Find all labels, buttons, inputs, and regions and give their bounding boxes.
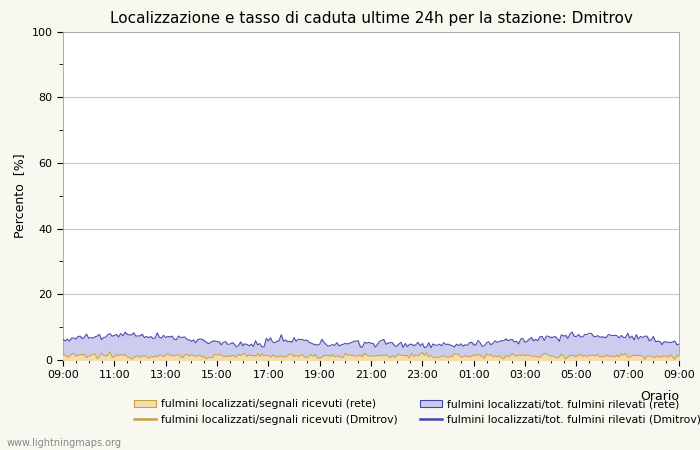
Title: Localizzazione e tasso di caduta ultime 24h per la stazione: Dmitrov: Localizzazione e tasso di caduta ultime …: [110, 11, 632, 26]
Text: www.lightningmaps.org: www.lightningmaps.org: [7, 438, 122, 448]
Legend: fulmini localizzati/segnali ricevuti (rete), fulmini localizzati/segnali ricevut: fulmini localizzati/segnali ricevuti (re…: [130, 395, 700, 429]
Y-axis label: Percento  [%]: Percento [%]: [13, 153, 26, 238]
Text: Orario: Orario: [640, 390, 679, 403]
